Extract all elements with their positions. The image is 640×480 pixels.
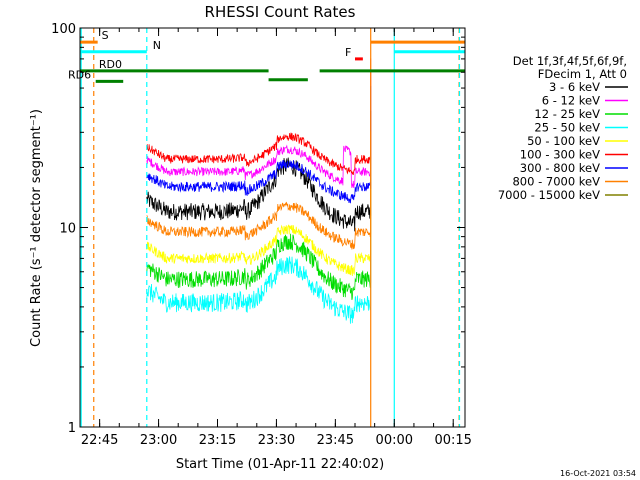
- legend-entry-7: 800 - 7000 keV: [512, 175, 600, 189]
- series-layer: [146, 58, 372, 324]
- y-tick-label-2: 100: [51, 22, 76, 37]
- x-tick-label-2: 23:15: [199, 433, 236, 448]
- legend-header-1: FDecim 1, Att 0: [538, 67, 627, 81]
- series-line-4: [146, 157, 372, 277]
- y-axis-label: Count Rate (s⁻¹ detector segment⁻¹): [29, 109, 44, 347]
- series-line-7: [146, 131, 372, 250]
- y-tick-label-1: 10: [59, 222, 76, 237]
- timestamp: 16-Oct-2021 03:54: [560, 469, 636, 478]
- legend-header-0: Det 1f,3f,4f,5f,6f,9f,: [513, 54, 627, 68]
- x-tick-label-1: 23:00: [140, 433, 177, 448]
- state-label-0: S: [102, 29, 109, 42]
- legend-entry-4: 50 - 100 keV: [527, 134, 600, 148]
- legend: Det 1f,3f,4f,5f,6f,9f,FDecim 1, Att 03 -…: [498, 54, 628, 202]
- series-line-3: [146, 201, 372, 324]
- legend-entry-5: 100 - 300 keV: [520, 148, 600, 162]
- x-tick-label-5: 00:00: [376, 433, 413, 448]
- state-label-1: N: [153, 39, 161, 52]
- legend-entry-1: 6 - 12 keV: [542, 94, 600, 108]
- legend-entry-0: 3 - 6 keV: [549, 80, 600, 94]
- series-line-2: [146, 178, 372, 300]
- legend-entry-6: 300 - 800 keV: [520, 161, 600, 175]
- x-axis-label: Start Time (01-Apr-11 22:40:02): [176, 457, 384, 472]
- y-ticks-layer: 1 10 100: [51, 22, 465, 436]
- series-line-5: [146, 58, 372, 175]
- chart-title: RHESSI Count Rates: [205, 3, 356, 21]
- vertical-lines-layer: [80, 28, 461, 427]
- plot-frame: [79, 27, 466, 428]
- series-line-6: [146, 86, 372, 204]
- x-tick-label-3: 23:30: [258, 433, 295, 448]
- series-line-0: [146, 110, 372, 232]
- y-tick-label-0: 1: [68, 421, 76, 436]
- legend-entry-8: 7000 - 15000 keV: [498, 188, 600, 202]
- legend-entry-3: 25 - 50 keV: [534, 121, 600, 135]
- x-ticks-layer: 22:45 23:00 23:15 23:30 23:45 00:00 00:15: [79, 28, 472, 448]
- x-tick-label-0: 22:45: [81, 433, 118, 448]
- state-label-2: F: [345, 46, 351, 59]
- legend-entry-2: 12 - 25 keV: [534, 107, 600, 121]
- state-label-3: RD0: [99, 58, 122, 71]
- series-line-1: [146, 71, 372, 188]
- x-tick-label-6: 00:15: [434, 433, 471, 448]
- x-tick-label-4: 23:45: [317, 433, 354, 448]
